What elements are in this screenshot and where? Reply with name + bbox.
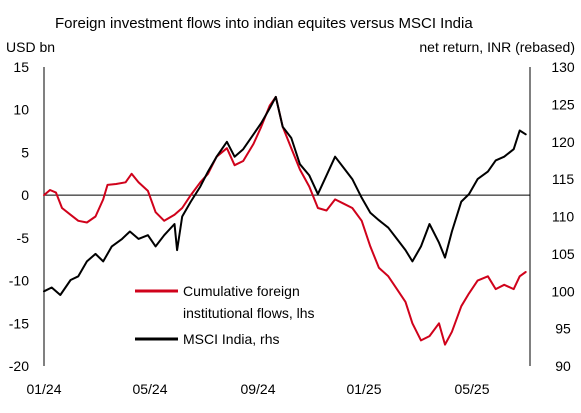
right-tick-label: 130 <box>551 59 575 75</box>
right-tick-label: 90 <box>555 358 571 374</box>
left-axis-label: USD bn <box>6 39 55 55</box>
left-tick-label: -5 <box>17 230 30 246</box>
legend-label-1: institutional flows, lhs <box>183 305 315 321</box>
left-tick-label: 10 <box>13 102 29 118</box>
x-tick-label: 05/25 <box>454 381 489 397</box>
x-tick-label: 01/24 <box>26 381 61 397</box>
left-tick-label: 5 <box>21 144 29 160</box>
axes: 151050-5-10-15-2013012512011511010510095… <box>9 59 575 397</box>
right-tick-label: 115 <box>552 171 575 187</box>
left-tick-label: -20 <box>9 358 29 374</box>
right-tick-label: 100 <box>551 283 575 299</box>
right-tick-label: 105 <box>551 246 575 262</box>
right-axis-label: net return, INR (rebased) <box>419 39 575 55</box>
right-tick-label: 95 <box>555 321 571 337</box>
series-line-2 <box>43 95 527 296</box>
chart-title: Foreign investment flows into indian equ… <box>55 15 473 32</box>
legend: Cumulative foreign institutional flows, l… <box>135 283 315 347</box>
x-tick-label: 01/25 <box>346 381 381 397</box>
legend-label-2: MSCI India, rhs <box>183 331 279 347</box>
right-tick-label: 110 <box>552 209 575 225</box>
right-tick-label: 120 <box>551 134 575 150</box>
right-tick-label: 125 <box>551 96 575 112</box>
left-tick-label: -15 <box>9 315 29 331</box>
x-tick-label: 05/24 <box>132 381 167 397</box>
left-tick-label: -10 <box>9 273 29 289</box>
left-tick-label: 15 <box>13 59 29 75</box>
x-tick-label: 09/24 <box>240 381 275 397</box>
series-group <box>43 95 527 346</box>
legend-label-1: Cumulative foreign <box>183 283 300 299</box>
left-tick-label: 0 <box>21 187 29 203</box>
